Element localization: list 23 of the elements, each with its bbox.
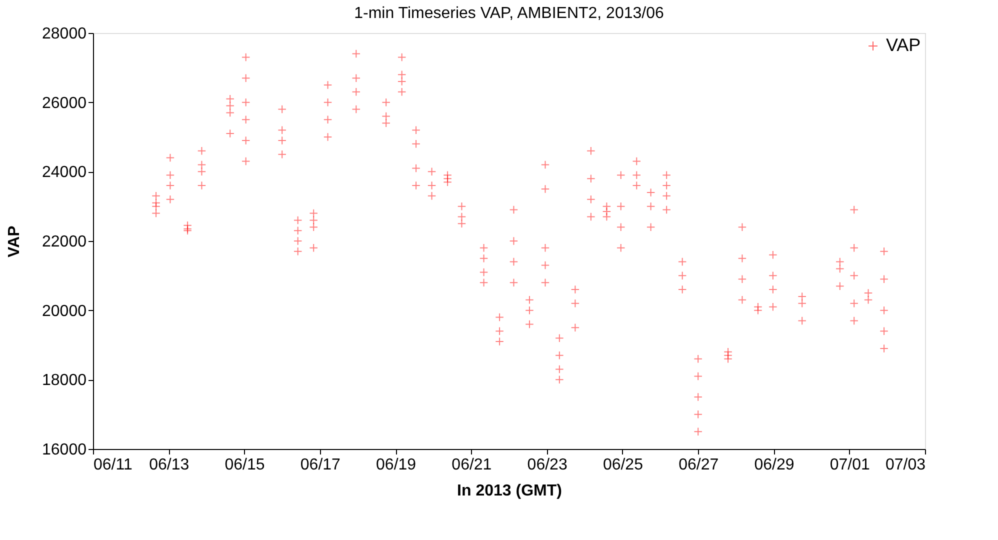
y-tick-label: 22000 xyxy=(42,234,87,250)
y-tick-label: 28000 xyxy=(42,26,87,42)
x-tick-label: 06/21 xyxy=(452,456,492,474)
x-tick-label: 06/19 xyxy=(376,456,416,474)
chart-title: 1-min Timeseries VAP, AMBIENT2, 2013/06 xyxy=(354,5,664,22)
x-tick-label: 06/29 xyxy=(754,456,794,474)
x-tick-label: 06/23 xyxy=(527,456,568,474)
x-tick-label: 06/11 xyxy=(94,456,132,474)
x-tick-label: 07/03 xyxy=(885,456,926,474)
x-axis-title: In 2013 (GMT) xyxy=(457,482,562,500)
x-tick-label: 06/25 xyxy=(602,456,644,474)
y-tick-label: 16000 xyxy=(42,442,87,458)
x-tick-label: 06/27 xyxy=(678,456,719,474)
x-tick-label: 06/13 xyxy=(149,456,190,474)
y-axis-title: VAP xyxy=(6,225,24,258)
legend-label: VAP xyxy=(886,35,921,55)
y-tick-label: 18000 xyxy=(42,372,87,390)
x-tick-label: 06/15 xyxy=(224,456,265,474)
y-tick-label: 26000 xyxy=(42,94,87,112)
y-tick-label: 20000 xyxy=(42,302,87,320)
x-tick-label: 06/17 xyxy=(300,456,341,474)
y-tick-label: 24000 xyxy=(42,164,87,182)
x-tick-label: 07/01 xyxy=(830,456,870,474)
